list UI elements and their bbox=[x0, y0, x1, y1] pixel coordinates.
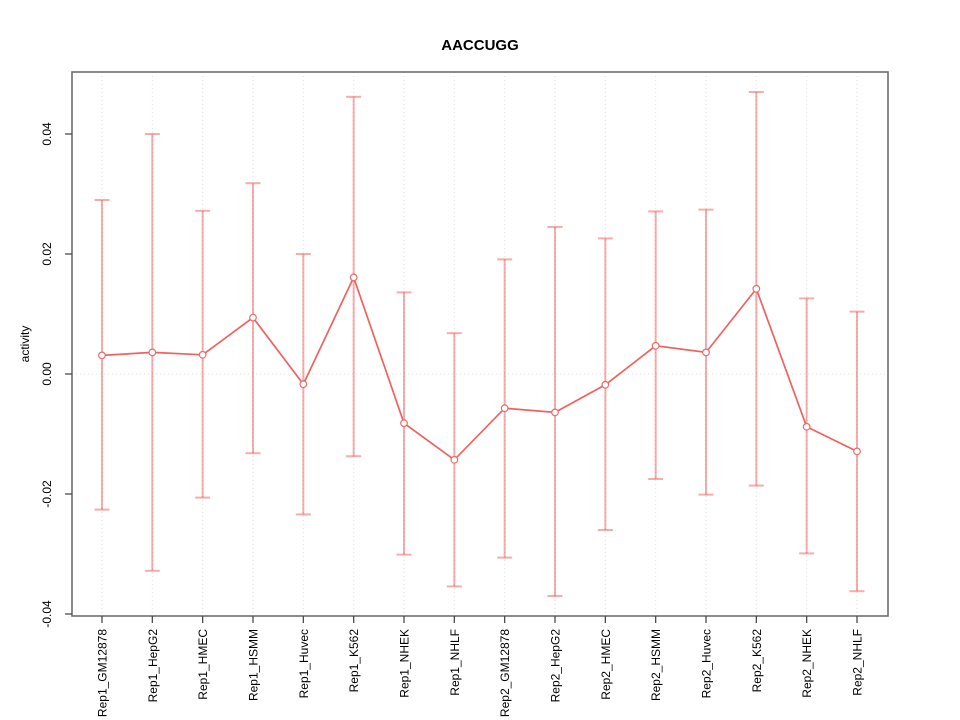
data-point-marker bbox=[98, 351, 106, 360]
data-point-marker bbox=[651, 341, 660, 350]
x-tick-label: Rep2_K562 bbox=[750, 629, 764, 693]
series-line bbox=[101, 275, 858, 461]
x-tick-label: Rep1_K562 bbox=[347, 629, 361, 693]
x-tick-label: Rep2_HSMM bbox=[649, 629, 663, 701]
data-point-marker bbox=[601, 380, 610, 389]
x-tick-label: Rep2_GM12878 bbox=[498, 629, 512, 717]
data-point-marker bbox=[702, 348, 710, 357]
x-tick-label: Rep1_HepG2 bbox=[146, 629, 160, 703]
data-point-marker bbox=[450, 455, 459, 464]
data-point-marker bbox=[198, 350, 207, 359]
x-tick-label: Rep2_HepG2 bbox=[549, 629, 563, 703]
x-tick-label: Rep1_Huvec bbox=[297, 629, 311, 698]
data-point-marker bbox=[400, 419, 408, 428]
data-point-marker bbox=[752, 284, 761, 293]
data-point-marker bbox=[500, 404, 509, 413]
y-tick-label: 0.00 bbox=[40, 362, 54, 386]
y-tick-label: 0.02 bbox=[40, 242, 54, 266]
chart-title: AACCUGG bbox=[441, 37, 519, 54]
data-point-marker bbox=[249, 313, 257, 322]
y-tick-label: -0.02 bbox=[40, 480, 54, 508]
data-point-marker bbox=[349, 273, 358, 282]
x-tick-label: Rep2_NHEK bbox=[800, 629, 814, 698]
data-point-marker bbox=[148, 348, 157, 357]
x-tick-label: Rep1_NHEK bbox=[398, 629, 412, 698]
y-tick-label: -0.04 bbox=[40, 600, 54, 628]
x-tick-label: Rep1_HSMM bbox=[247, 629, 261, 701]
data-point-marker bbox=[551, 408, 559, 417]
y-axis-label: activity bbox=[18, 326, 32, 363]
data-point-marker bbox=[802, 422, 811, 431]
x-tick-label: Rep1_NHLF bbox=[448, 629, 462, 696]
x-tick-label: Rep2_NHLF bbox=[851, 629, 865, 696]
data-point-marker bbox=[299, 380, 308, 389]
plot-border bbox=[71, 71, 889, 617]
x-tick-label: Rep1_GM12878 bbox=[96, 629, 110, 717]
x-tick-label: Rep1_HMEC bbox=[196, 629, 210, 700]
plot-area: -0.04 -0.02 0.00 0.02 0.04 Rep1_GM12878 Rep1_H… bbox=[40, 71, 889, 717]
x-tick-label: Rep2_HMEC bbox=[599, 629, 613, 700]
y-tick-label: 0.04 bbox=[40, 122, 54, 146]
data-point-marker bbox=[853, 447, 861, 456]
x-tick-label: Rep2_Huvec bbox=[700, 629, 714, 698]
